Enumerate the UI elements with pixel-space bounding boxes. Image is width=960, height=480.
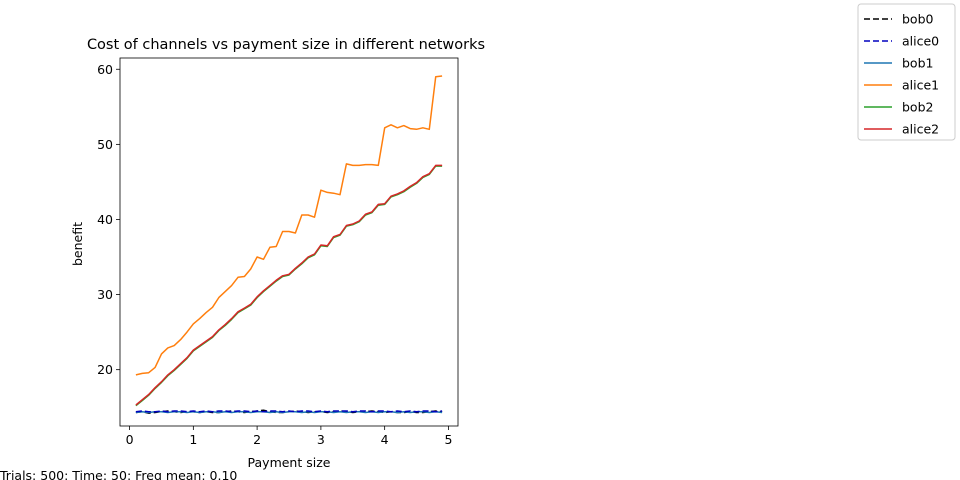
x-tick-label: 2 bbox=[253, 432, 261, 447]
series-line-alice2 bbox=[135, 164, 443, 406]
legend-label-bob2: bob2 bbox=[902, 100, 933, 115]
x-tick-label: 0 bbox=[126, 432, 134, 447]
footer-text: Trials: 500: Time: 50: Freq mean: 0.10 bbox=[0, 468, 237, 480]
plot-area: 0 1 2 3 4 5 20 30 40 50 60 bbox=[97, 57, 459, 447]
y-tick-label: 50 bbox=[97, 137, 113, 152]
y-tick-label: 40 bbox=[97, 212, 113, 227]
legend-label-alice0: alice0 bbox=[902, 34, 939, 49]
legend-box bbox=[857, 3, 956, 141]
series-line-bob2 bbox=[135, 165, 443, 407]
series-group bbox=[135, 75, 443, 414]
series-line-alice1 bbox=[135, 75, 443, 376]
legend-label-bob1: bob1 bbox=[902, 56, 933, 71]
chart-title: Cost of channels vs payment size in diff… bbox=[87, 37, 485, 53]
axes-frame bbox=[119, 57, 459, 427]
y-tick-label: 60 bbox=[97, 62, 113, 77]
y-tick-label: 20 bbox=[97, 362, 113, 377]
y-tick-label: 30 bbox=[97, 287, 113, 302]
x-tick-label: 1 bbox=[189, 432, 197, 447]
series-line-alice0 bbox=[135, 410, 443, 413]
x-tick-label: 5 bbox=[444, 432, 452, 447]
x-tick-label: 4 bbox=[381, 432, 389, 447]
legend-label-bob0: bob0 bbox=[902, 12, 934, 27]
legend-label-alice2: alice2 bbox=[902, 122, 939, 137]
x-tick-label: 3 bbox=[317, 432, 325, 447]
legend-label-alice1: alice1 bbox=[902, 78, 939, 93]
y-axis-label: benefit bbox=[70, 222, 85, 266]
legend: bob0 alice0 bob1 alice1 bob2 alice2 bbox=[857, 3, 956, 141]
x-axis-label: Payment size bbox=[248, 455, 331, 470]
